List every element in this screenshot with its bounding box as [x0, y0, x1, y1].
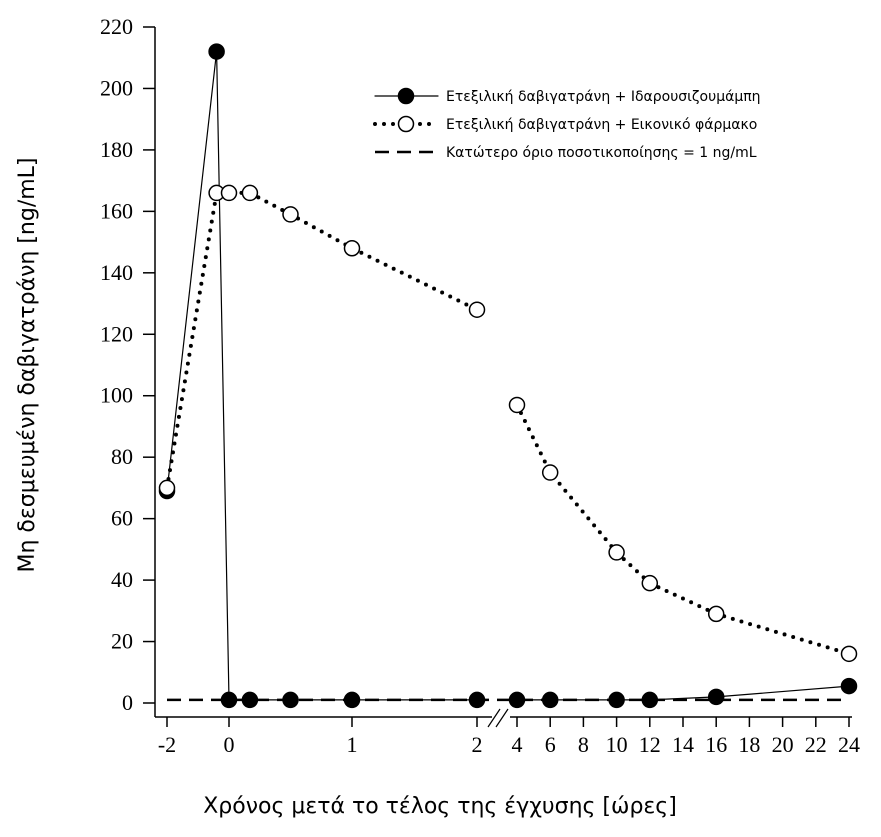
y-tick-label: 20 — [111, 629, 133, 654]
series-line — [165, 190, 479, 490]
point — [282, 691, 299, 709]
y-tick-label: 40 — [111, 567, 133, 592]
x-tick-label: 1 — [347, 732, 358, 757]
axis-break — [487, 708, 501, 728]
point — [508, 396, 526, 414]
y-tick-label: 220 — [100, 14, 133, 39]
x-tick-label: 2 — [472, 732, 483, 757]
x-tick-label: 24 — [838, 732, 860, 757]
point — [343, 239, 361, 257]
point — [220, 184, 238, 202]
point — [541, 691, 559, 709]
x-tick-label: 16 — [705, 732, 727, 757]
point — [840, 677, 858, 695]
point — [241, 691, 259, 709]
point — [220, 691, 238, 709]
series-line — [166, 51, 478, 701]
point — [282, 206, 299, 223]
x-tick-label: 4 — [512, 732, 523, 757]
y-tick-label: 60 — [111, 506, 133, 531]
point — [608, 544, 625, 561]
point — [608, 691, 625, 709]
axis-break — [495, 708, 509, 728]
series-line — [516, 685, 850, 701]
point — [707, 688, 725, 706]
y-tick-label: 100 — [100, 383, 133, 408]
x-tick-label: 14 — [672, 732, 694, 757]
y-tick-label: 180 — [100, 137, 133, 162]
x-tick-label: -2 — [158, 732, 176, 757]
legend-marker — [397, 115, 415, 133]
legend-label: Κατώτερο όριο ποσοτικοποίησης = 1 ng/mL — [446, 145, 757, 161]
x-tick-label: 22 — [805, 732, 827, 757]
point — [468, 301, 486, 318]
x-tick-label: 8 — [578, 732, 589, 757]
point — [508, 691, 526, 709]
point — [343, 691, 361, 709]
x-tick-label: 18 — [738, 732, 760, 757]
x-tick-label: 10 — [606, 732, 628, 757]
y-tick-label: 120 — [100, 321, 133, 346]
x-tick-label: 6 — [545, 732, 556, 757]
point — [241, 184, 259, 202]
x-axis-title: Χρόνος μετά το τέλος της έγχυσης [ώρες] — [203, 794, 677, 819]
y-tick-label: 140 — [100, 260, 133, 285]
y-tick-label: 80 — [111, 444, 133, 469]
y-axis-title: Μη δεσμευμένη δαβιγατράνη [ng/mL] — [15, 157, 40, 572]
point — [641, 691, 659, 709]
x-tick-label: 20 — [772, 732, 794, 757]
legend-label: Ετεξιλική δαβιγατράνη + Ιδαρουσιζουμάμπη — [446, 89, 761, 105]
point — [707, 605, 725, 623]
y-tick-label: 0 — [122, 690, 133, 715]
point — [641, 574, 659, 592]
point — [468, 691, 486, 709]
legend: Ετεξιλική δαβιγατράνη + Ιδαρουσιζουμάμπη… — [373, 87, 761, 161]
point — [541, 464, 559, 481]
legend-marker — [397, 87, 415, 105]
series-line — [515, 402, 851, 656]
point — [208, 43, 225, 60]
point — [158, 479, 176, 497]
x-tick-label: 12 — [639, 732, 661, 757]
y-tick-label: 200 — [100, 75, 133, 100]
x-tick-label: 0 — [224, 732, 235, 757]
y-tick-label: 160 — [100, 198, 133, 223]
point — [840, 645, 858, 663]
legend-label: Ετεξιλική δαβιγατράνη + Εικονικό φάρμακο — [446, 117, 757, 133]
